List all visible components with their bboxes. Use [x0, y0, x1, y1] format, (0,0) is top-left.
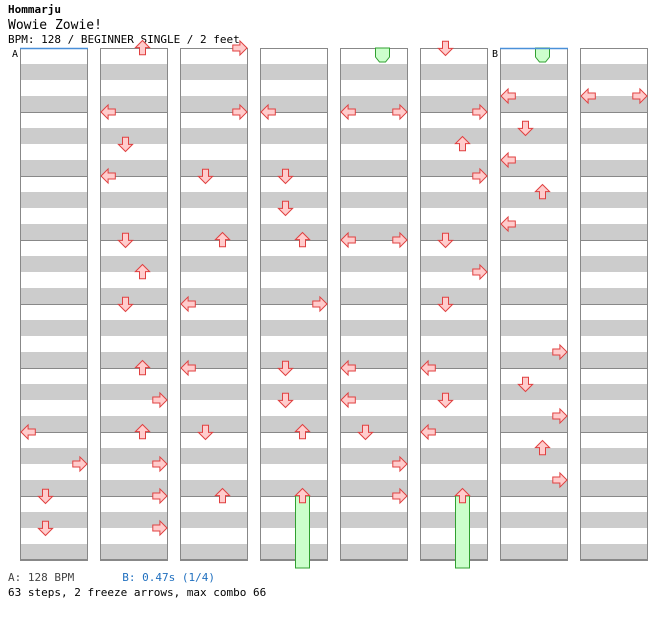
right-arrow-icon: [392, 487, 408, 505]
down-arrow-icon: [277, 200, 294, 217]
chart-column: [580, 48, 648, 561]
right-arrow-icon: [152, 487, 168, 505]
down-arrow-icon: [357, 424, 374, 441]
bpm-change-marker: B: [492, 49, 498, 60]
down-arrow-icon: [277, 168, 294, 185]
right-arrow-icon: [392, 103, 408, 121]
left-arrow-icon: [420, 359, 436, 377]
chart-column: [340, 48, 408, 561]
down-arrow-icon: [437, 296, 454, 313]
chart-column: [500, 48, 568, 561]
up-arrow-icon: [294, 231, 311, 248]
bpm-b-label: B: 0.47s (1/4): [122, 571, 215, 584]
up-arrow-icon: [134, 423, 151, 440]
down-arrow-icon: [517, 120, 534, 137]
chart-column: [420, 48, 488, 561]
down-arrow-icon: [437, 392, 454, 409]
left-arrow-icon: [340, 359, 356, 377]
right-arrow-icon: [312, 295, 328, 313]
up-arrow-icon: [534, 183, 551, 200]
up-arrow-icon: [294, 423, 311, 440]
left-arrow-icon: [500, 87, 516, 105]
down-arrow-icon: [277, 392, 294, 409]
up-arrow-icon: [294, 487, 311, 504]
left-arrow-icon: [260, 103, 276, 121]
freeze-arrow: [294, 487, 311, 569]
left-arrow-icon: [340, 391, 356, 409]
bpm-change-marker: A: [12, 49, 18, 60]
up-arrow-icon: [134, 39, 151, 56]
down-arrow-icon: [437, 232, 454, 249]
up-arrow-icon: [534, 439, 551, 456]
freeze-arrow: [535, 47, 550, 63]
down-arrow-icon: [117, 296, 134, 313]
left-arrow-icon: [420, 423, 436, 441]
down-arrow-icon: [117, 232, 134, 249]
chart-column: [20, 48, 88, 561]
right-arrow-icon: [72, 455, 88, 473]
step-summary: 63 steps, 2 freeze arrows, max combo 66: [8, 586, 267, 599]
left-arrow-icon: [580, 87, 596, 105]
up-arrow-icon: [454, 487, 471, 504]
right-arrow-icon: [472, 103, 488, 121]
left-arrow-icon: [340, 231, 356, 249]
right-arrow-icon: [552, 407, 568, 425]
down-arrow-icon: [197, 168, 214, 185]
bpm-a-label: A: 128 BPM: [8, 571, 75, 584]
right-arrow-icon: [552, 343, 568, 361]
right-arrow-icon: [392, 455, 408, 473]
left-arrow-icon: [500, 151, 516, 169]
left-arrow-icon: [100, 103, 116, 121]
left-arrow-icon: [500, 215, 516, 233]
right-arrow-icon: [392, 231, 408, 249]
right-arrow-icon: [472, 167, 488, 185]
down-arrow-icon: [37, 520, 54, 537]
right-arrow-icon: [232, 39, 248, 57]
chart-footer: A: 128 BPM B: 0.47s (1/4) 63 steps, 2 fre…: [8, 570, 266, 600]
up-arrow-icon: [134, 263, 151, 280]
up-arrow-icon: [454, 135, 471, 152]
right-arrow-icon: [152, 391, 168, 409]
down-arrow-icon: [517, 376, 534, 393]
song-artist: Hommarju: [8, 3, 61, 16]
down-arrow-icon: [37, 488, 54, 505]
song-info: BPM: 128 / BEGINNER SINGLE / 2 feet: [8, 33, 240, 46]
chart-column: [180, 48, 248, 561]
chart-column: [260, 48, 328, 561]
freeze-arrow: [454, 487, 471, 569]
down-arrow-icon: [197, 424, 214, 441]
right-arrow-icon: [472, 263, 488, 281]
bpm-legend: A: 128 BPM B: 0.47s (1/4): [8, 570, 266, 585]
left-arrow-icon: [100, 167, 116, 185]
freeze-tail: [375, 47, 390, 63]
up-arrow-icon: [214, 231, 231, 248]
freeze-tail: [535, 47, 550, 63]
down-arrow-icon: [117, 136, 134, 153]
right-arrow-icon: [552, 471, 568, 489]
left-arrow-icon: [20, 423, 36, 441]
left-arrow-icon: [180, 295, 196, 313]
freeze-arrow: [375, 47, 390, 63]
left-arrow-icon: [340, 103, 356, 121]
right-arrow-icon: [232, 103, 248, 121]
up-arrow-icon: [214, 487, 231, 504]
right-arrow-icon: [632, 87, 648, 105]
down-arrow-icon: [277, 360, 294, 377]
up-arrow-icon: [134, 359, 151, 376]
left-arrow-icon: [180, 359, 196, 377]
chart-header: Hommarju Wowie Zowie! BPM: 128 / BEGINNE…: [8, 3, 240, 45]
down-arrow-icon: [437, 40, 454, 57]
song-title: Wowie Zowie!: [8, 18, 102, 33]
right-arrow-icon: [152, 519, 168, 537]
right-arrow-icon: [152, 455, 168, 473]
chart-column: [100, 48, 168, 561]
